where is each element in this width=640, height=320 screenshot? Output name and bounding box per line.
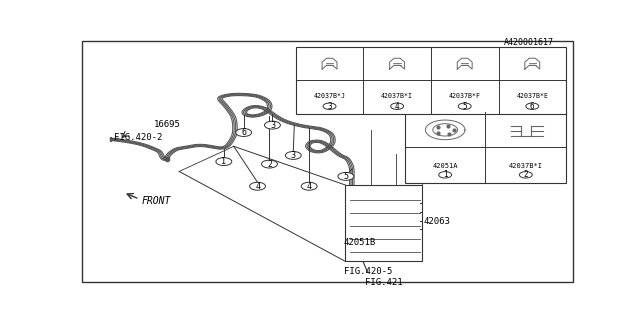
Text: 6: 6 [530,102,534,111]
Text: 1: 1 [443,170,447,179]
Circle shape [301,182,317,190]
Text: 42037B*E: 42037B*E [516,93,548,99]
Text: 42037B*F: 42037B*F [449,93,481,99]
Text: FIG.421: FIG.421 [365,278,403,287]
Text: 5: 5 [343,172,348,181]
Text: 4: 4 [395,102,399,111]
Text: FIG.420-2: FIG.420-2 [114,132,162,141]
Text: 42037B*J: 42037B*J [314,93,346,99]
Circle shape [285,151,301,159]
Text: 3: 3 [270,121,275,130]
Text: 42037B*I: 42037B*I [509,163,543,169]
Circle shape [250,182,266,190]
Circle shape [458,103,471,109]
Text: FIG.420-5: FIG.420-5 [344,267,392,276]
Bar [296,47,566,114]
Text: 42051A: 42051A [433,163,458,169]
Text: 2: 2 [524,170,528,179]
Circle shape [264,121,280,129]
Bar [346,185,422,261]
Bar [405,112,566,182]
Text: 3: 3 [291,151,296,160]
Text: A420001617: A420001617 [504,38,554,47]
Circle shape [338,172,354,180]
Text: 3: 3 [327,102,332,111]
Circle shape [323,103,336,109]
Text: 4: 4 [307,182,312,191]
Text: 2: 2 [267,160,272,169]
Text: 42037B*I: 42037B*I [381,93,413,99]
Circle shape [519,172,532,178]
Circle shape [262,160,277,168]
Text: 16695: 16695 [154,120,180,129]
Circle shape [526,103,539,109]
Circle shape [439,172,452,178]
Text: FRONT: FRONT [142,196,172,206]
Text: 42063: 42063 [424,217,451,226]
Circle shape [216,158,232,165]
Text: 42051B: 42051B [344,238,376,247]
Circle shape [236,129,252,136]
Text: 5: 5 [462,102,467,111]
Circle shape [390,103,404,109]
Text: 6: 6 [241,128,246,137]
Text: 4: 4 [255,182,260,191]
Text: 1: 1 [221,157,227,166]
